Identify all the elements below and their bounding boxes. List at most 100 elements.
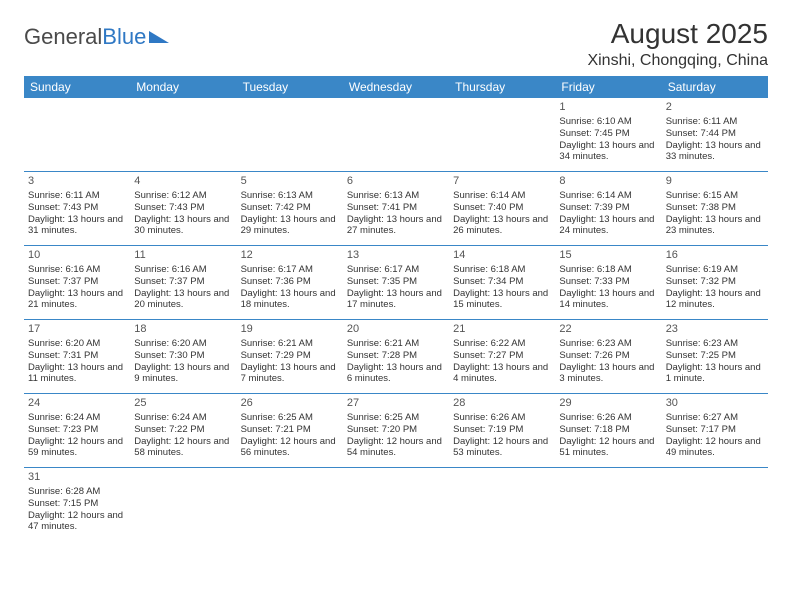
day-number: 4 xyxy=(134,175,232,189)
calendar-day-cell: 5Sunrise: 6:13 AMSunset: 7:42 PMDaylight… xyxy=(237,172,343,246)
sunset-text: Sunset: 7:15 PM xyxy=(28,498,126,510)
title-block: August 2025 Xinshi, Chongqing, China xyxy=(587,18,768,70)
logo-text-1: General xyxy=(24,24,102,50)
day-number: 17 xyxy=(28,323,126,337)
day-number: 19 xyxy=(241,323,339,337)
sunset-text: Sunset: 7:40 PM xyxy=(453,202,551,214)
daylight-text: Daylight: 13 hours and 3 minutes. xyxy=(559,362,657,386)
sunset-text: Sunset: 7:33 PM xyxy=(559,276,657,288)
calendar-empty-cell xyxy=(662,468,768,542)
sunrise-text: Sunrise: 6:19 AM xyxy=(666,264,764,276)
sunrise-text: Sunrise: 6:12 AM xyxy=(134,190,232,202)
day-number: 16 xyxy=(666,249,764,263)
calendar-day-cell: 28Sunrise: 6:26 AMSunset: 7:19 PMDayligh… xyxy=(449,394,555,468)
weekday-header: Wednesday xyxy=(343,76,449,98)
sunset-text: Sunset: 7:42 PM xyxy=(241,202,339,214)
month-title: August 2025 xyxy=(587,18,768,50)
sunset-text: Sunset: 7:22 PM xyxy=(134,424,232,436)
calendar-page: GeneralBlue August 2025 Xinshi, Chongqin… xyxy=(0,0,792,559)
sunset-text: Sunset: 7:35 PM xyxy=(347,276,445,288)
day-number: 12 xyxy=(241,249,339,263)
day-number: 8 xyxy=(559,175,657,189)
day-number: 15 xyxy=(559,249,657,263)
daylight-text: Daylight: 13 hours and 11 minutes. xyxy=(28,362,126,386)
calendar-day-cell: 6Sunrise: 6:13 AMSunset: 7:41 PMDaylight… xyxy=(343,172,449,246)
sunrise-text: Sunrise: 6:20 AM xyxy=(134,338,232,350)
daylight-text: Daylight: 12 hours and 59 minutes. xyxy=(28,436,126,460)
sunrise-text: Sunrise: 6:21 AM xyxy=(241,338,339,350)
calendar-day-cell: 20Sunrise: 6:21 AMSunset: 7:28 PMDayligh… xyxy=(343,320,449,394)
sunset-text: Sunset: 7:37 PM xyxy=(28,276,126,288)
daylight-text: Daylight: 13 hours and 21 minutes. xyxy=(28,288,126,312)
sunrise-text: Sunrise: 6:20 AM xyxy=(28,338,126,350)
sunset-text: Sunset: 7:29 PM xyxy=(241,350,339,362)
calendar-day-cell: 17Sunrise: 6:20 AMSunset: 7:31 PMDayligh… xyxy=(24,320,130,394)
calendar-empty-cell xyxy=(449,98,555,172)
daylight-text: Daylight: 13 hours and 14 minutes. xyxy=(559,288,657,312)
calendar-week-row: 1Sunrise: 6:10 AMSunset: 7:45 PMDaylight… xyxy=(24,98,768,172)
calendar-table: SundayMondayTuesdayWednesdayThursdayFrid… xyxy=(24,76,768,541)
calendar-week-row: 10Sunrise: 6:16 AMSunset: 7:37 PMDayligh… xyxy=(24,246,768,320)
daylight-text: Daylight: 13 hours and 1 minute. xyxy=(666,362,764,386)
calendar-day-cell: 26Sunrise: 6:25 AMSunset: 7:21 PMDayligh… xyxy=(237,394,343,468)
day-number: 28 xyxy=(453,397,551,411)
sunset-text: Sunset: 7:23 PM xyxy=(28,424,126,436)
calendar-week-row: 3Sunrise: 6:11 AMSunset: 7:43 PMDaylight… xyxy=(24,172,768,246)
sunset-text: Sunset: 7:38 PM xyxy=(666,202,764,214)
calendar-week-row: 31Sunrise: 6:28 AMSunset: 7:15 PMDayligh… xyxy=(24,468,768,542)
sunrise-text: Sunrise: 6:23 AM xyxy=(666,338,764,350)
sunset-text: Sunset: 7:39 PM xyxy=(559,202,657,214)
sunset-text: Sunset: 7:27 PM xyxy=(453,350,551,362)
calendar-day-cell: 10Sunrise: 6:16 AMSunset: 7:37 PMDayligh… xyxy=(24,246,130,320)
day-number: 7 xyxy=(453,175,551,189)
calendar-empty-cell xyxy=(343,468,449,542)
calendar-day-cell: 1Sunrise: 6:10 AMSunset: 7:45 PMDaylight… xyxy=(555,98,661,172)
daylight-text: Daylight: 12 hours and 54 minutes. xyxy=(347,436,445,460)
day-number: 24 xyxy=(28,397,126,411)
daylight-text: Daylight: 13 hours and 7 minutes. xyxy=(241,362,339,386)
calendar-day-cell: 11Sunrise: 6:16 AMSunset: 7:37 PMDayligh… xyxy=(130,246,236,320)
day-number: 30 xyxy=(666,397,764,411)
daylight-text: Daylight: 12 hours and 56 minutes. xyxy=(241,436,339,460)
sunset-text: Sunset: 7:20 PM xyxy=(347,424,445,436)
sunrise-text: Sunrise: 6:26 AM xyxy=(559,412,657,424)
daylight-text: Daylight: 13 hours and 30 minutes. xyxy=(134,214,232,238)
daylight-text: Daylight: 13 hours and 31 minutes. xyxy=(28,214,126,238)
calendar-empty-cell xyxy=(130,98,236,172)
day-number: 20 xyxy=(347,323,445,337)
sunrise-text: Sunrise: 6:16 AM xyxy=(28,264,126,276)
sunset-text: Sunset: 7:43 PM xyxy=(28,202,126,214)
logo: GeneralBlue xyxy=(24,18,169,50)
sunset-text: Sunset: 7:31 PM xyxy=(28,350,126,362)
sunrise-text: Sunrise: 6:17 AM xyxy=(347,264,445,276)
daylight-text: Daylight: 13 hours and 20 minutes. xyxy=(134,288,232,312)
weekday-header: Friday xyxy=(555,76,661,98)
daylight-text: Daylight: 12 hours and 53 minutes. xyxy=(453,436,551,460)
page-header: GeneralBlue August 2025 Xinshi, Chongqin… xyxy=(24,18,768,70)
calendar-day-cell: 31Sunrise: 6:28 AMSunset: 7:15 PMDayligh… xyxy=(24,468,130,542)
logo-triangle-icon xyxy=(149,31,169,43)
calendar-day-cell: 30Sunrise: 6:27 AMSunset: 7:17 PMDayligh… xyxy=(662,394,768,468)
sunset-text: Sunset: 7:21 PM xyxy=(241,424,339,436)
weekday-header: Saturday xyxy=(662,76,768,98)
calendar-header-row: SundayMondayTuesdayWednesdayThursdayFrid… xyxy=(24,76,768,98)
day-number: 25 xyxy=(134,397,232,411)
sunset-text: Sunset: 7:17 PM xyxy=(666,424,764,436)
sunrise-text: Sunrise: 6:11 AM xyxy=(666,116,764,128)
sunset-text: Sunset: 7:28 PM xyxy=(347,350,445,362)
calendar-day-cell: 29Sunrise: 6:26 AMSunset: 7:18 PMDayligh… xyxy=(555,394,661,468)
calendar-empty-cell xyxy=(24,98,130,172)
day-number: 11 xyxy=(134,249,232,263)
calendar-empty-cell xyxy=(555,468,661,542)
sunset-text: Sunset: 7:19 PM xyxy=(453,424,551,436)
sunset-text: Sunset: 7:45 PM xyxy=(559,128,657,140)
weekday-header: Monday xyxy=(130,76,236,98)
daylight-text: Daylight: 13 hours and 33 minutes. xyxy=(666,140,764,164)
sunset-text: Sunset: 7:41 PM xyxy=(347,202,445,214)
day-number: 18 xyxy=(134,323,232,337)
daylight-text: Daylight: 12 hours and 47 minutes. xyxy=(28,510,126,534)
sunrise-text: Sunrise: 6:27 AM xyxy=(666,412,764,424)
calendar-empty-cell xyxy=(449,468,555,542)
sunrise-text: Sunrise: 6:15 AM xyxy=(666,190,764,202)
sunset-text: Sunset: 7:25 PM xyxy=(666,350,764,362)
